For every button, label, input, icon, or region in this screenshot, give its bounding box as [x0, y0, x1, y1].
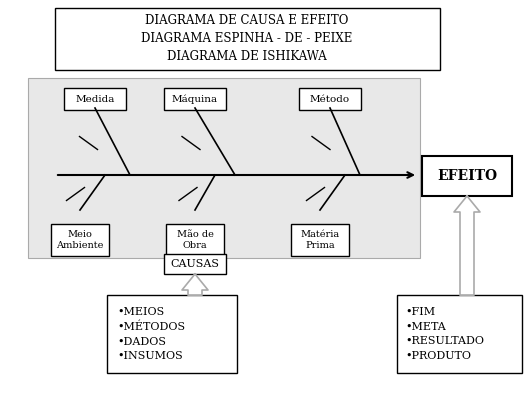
Text: Método: Método [310, 94, 350, 104]
Bar [107, 295, 237, 373]
Bar [51, 224, 109, 256]
Text: EFEITO: EFEITO [437, 169, 497, 183]
Bar [164, 254, 226, 274]
Text: •FIM
•META
•RESULTADO
•PRODUTO: •FIM •META •RESULTADO •PRODUTO [405, 307, 484, 361]
Bar [291, 224, 349, 256]
Polygon shape [182, 274, 208, 295]
Text: Matéria
Prima: Matéria Prima [301, 230, 339, 250]
Text: CAUSAS: CAUSAS [170, 259, 220, 269]
Text: Medida: Medida [76, 94, 115, 104]
Bar [422, 156, 512, 196]
Bar [164, 88, 226, 110]
Text: •MEIOS
•MÉTODOS
•DADOS
•INSUMOS: •MEIOS •MÉTODOS •DADOS •INSUMOS [117, 307, 185, 361]
Text: Meio
Ambiente: Meio Ambiente [56, 230, 104, 250]
Polygon shape [454, 196, 480, 295]
Text: Mão de
Obra: Mão de Obra [177, 230, 213, 250]
Bar [397, 295, 522, 373]
Bar [299, 88, 361, 110]
Bar [28, 78, 420, 258]
Bar [64, 88, 126, 110]
Text: Máquina: Máquina [172, 94, 218, 104]
Bar [166, 224, 224, 256]
Bar [55, 8, 440, 70]
Text: DIAGRAMA DE CAUSA E EFEITO
DIAGRAMA ESPINHA - DE - PEIXE
DIAGRAMA DE ISHIKAWA: DIAGRAMA DE CAUSA E EFEITO DIAGRAMA ESPI… [142, 14, 353, 64]
